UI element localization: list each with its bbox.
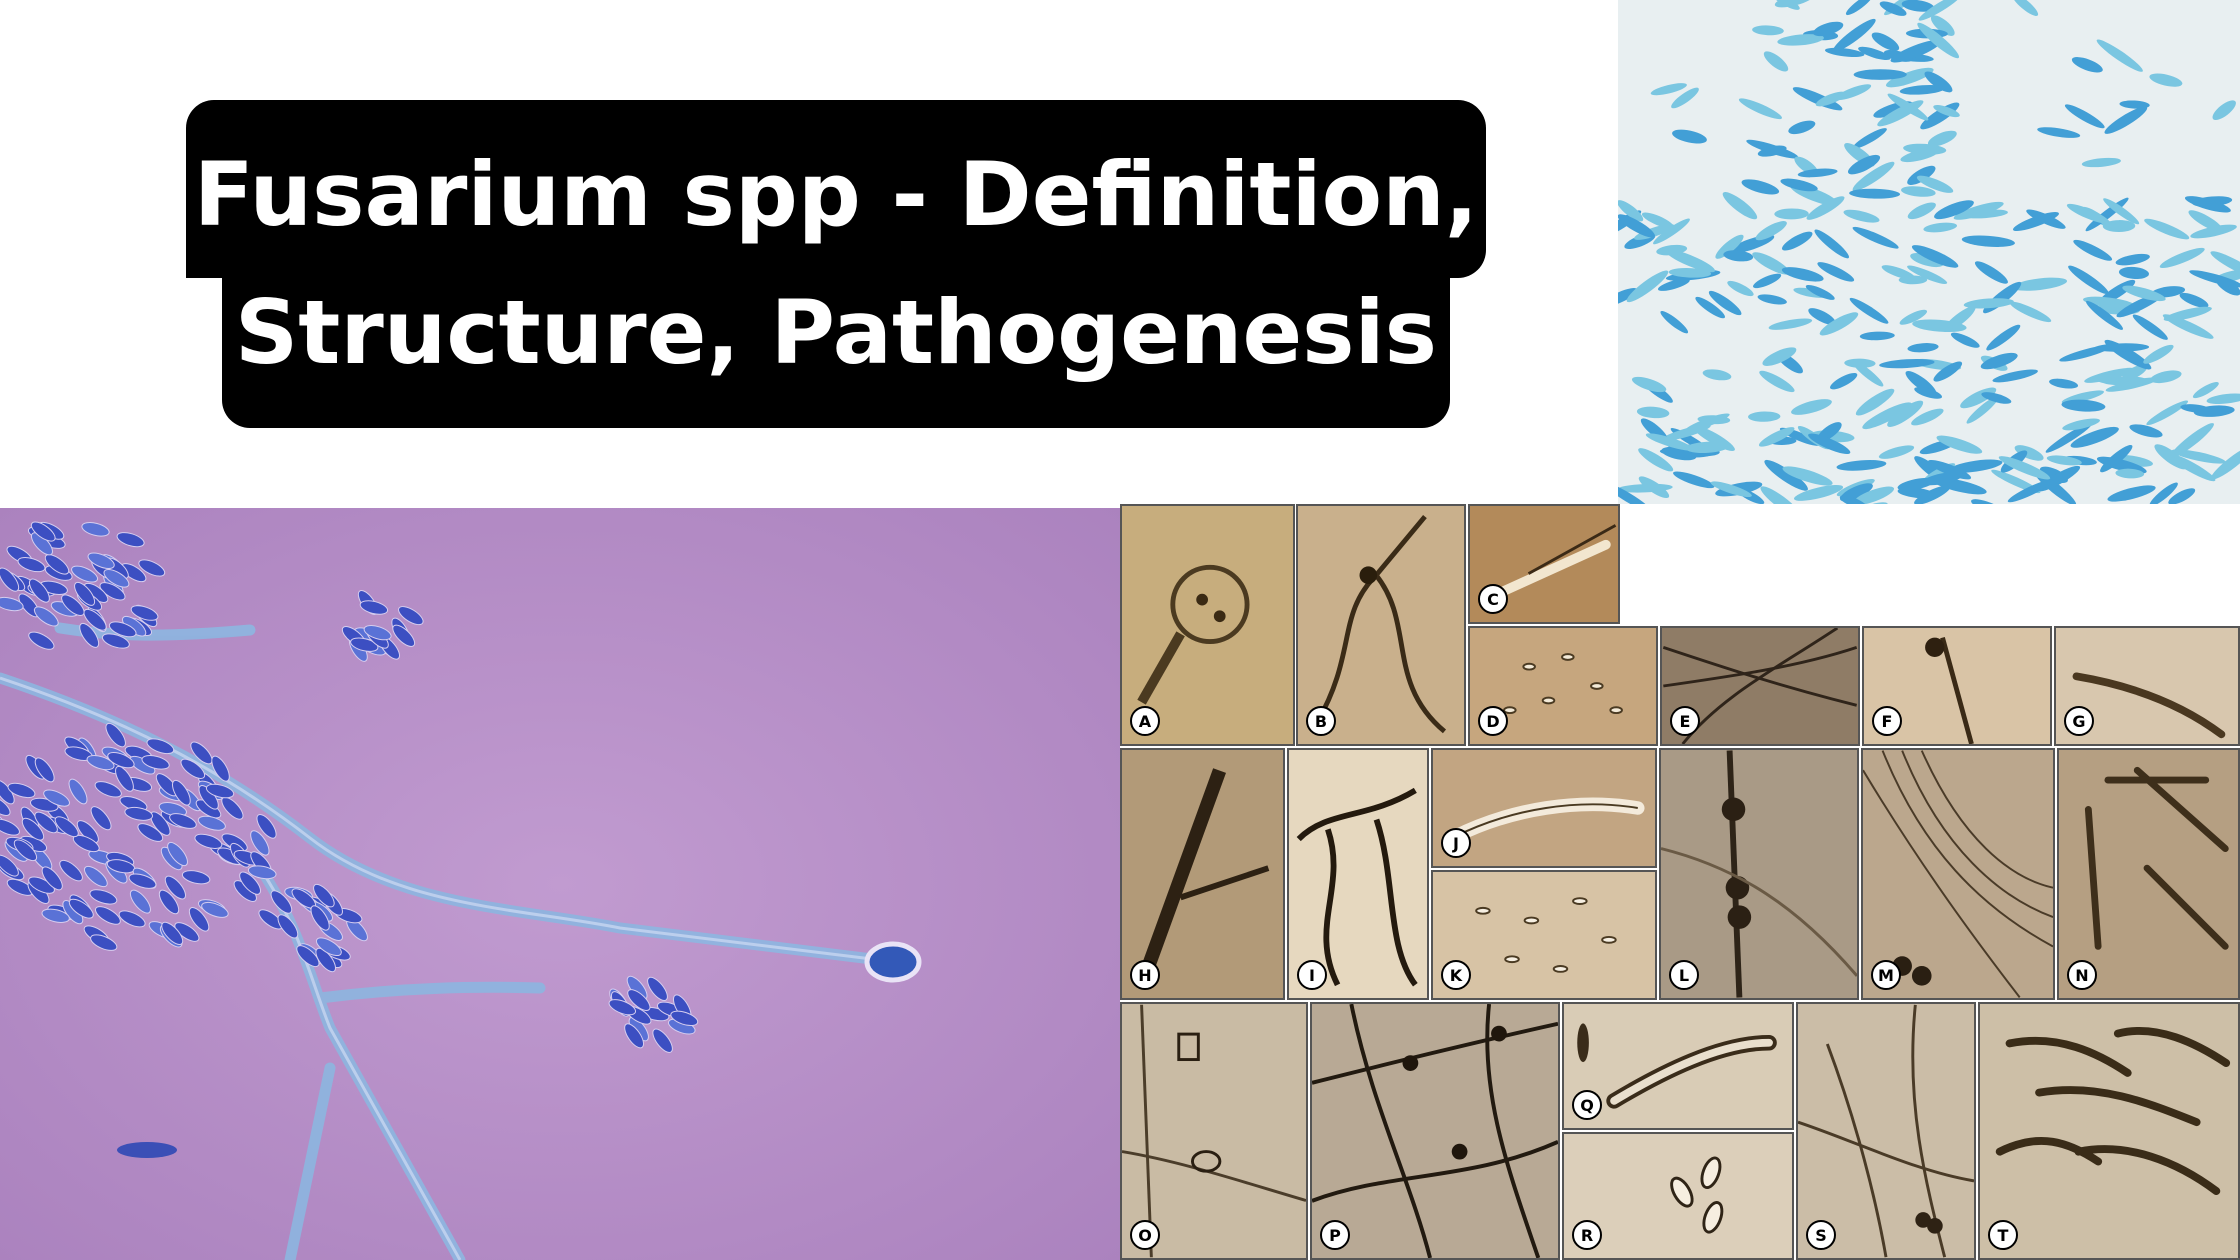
panel-c: C [1468,504,1620,624]
panel-g: G [2054,626,2240,746]
panel-label: A [1130,706,1160,736]
panel-f: F [1862,626,2052,746]
panel-q: Q [1562,1002,1794,1130]
panel-p: P [1310,1002,1560,1260]
panel-a: A [1120,504,1295,746]
panel-label: R [1572,1220,1602,1250]
micrograph-panel-grid: A B C D E F G H I [1120,504,2240,1260]
panel-label: E [1670,706,1700,736]
panel-label: H [1130,960,1160,990]
panel-label: P [1320,1220,1350,1250]
panel-label: I [1297,960,1327,990]
title-line-2: Structure, Pathogenesis [222,250,1450,428]
panel-label: N [2067,960,2097,990]
title-line-1: Fusarium spp - Definition, [186,100,1486,278]
panel-o: O [1120,1002,1308,1260]
panel-label: C [1478,584,1508,614]
panel-b: B [1296,504,1466,746]
panel-label: O [1130,1220,1160,1250]
panel-label: M [1871,960,1901,990]
panel-d: D [1468,626,1658,746]
panel-t: T [1978,1002,2240,1260]
panel-i: I [1287,748,1429,1000]
panel-label: S [1806,1220,1836,1250]
panel-label: J [1441,828,1471,858]
panel-label: Q [1572,1090,1602,1120]
panel-e: E [1660,626,1860,746]
panel-h: H [1120,748,1285,1000]
purple-hyphae-micrograph [0,508,1122,1260]
panel-label: F [1872,706,1902,736]
panel-k: K [1431,870,1657,1000]
panel-n: N [2057,748,2240,1000]
panel-label: K [1441,960,1471,990]
panel-label: G [2064,706,2094,736]
panel-s: S [1796,1002,1976,1260]
panel-label: L [1669,960,1699,990]
panel-m: M [1861,748,2055,1000]
panel-j: J [1431,748,1657,868]
panel-label: D [1478,706,1508,736]
panel-label: B [1306,706,1336,736]
panel-r: R [1562,1132,1794,1260]
panel-l: L [1659,748,1859,1000]
panel-label: T [1988,1220,2018,1250]
title-banner: Fusarium spp - Definition, Structure, Pa… [186,100,1486,428]
